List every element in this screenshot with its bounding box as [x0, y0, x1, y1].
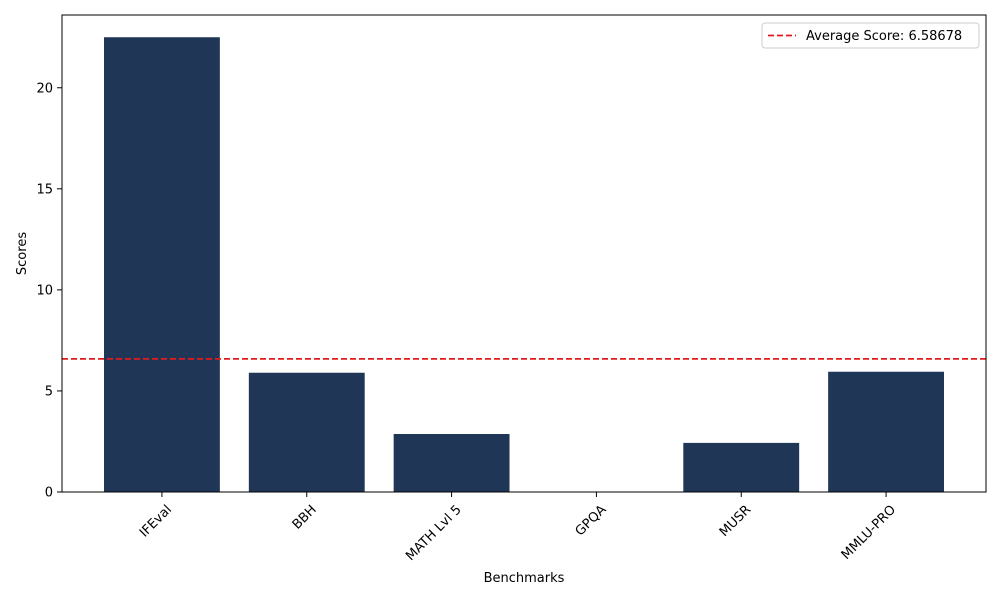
y-tick-label: 5	[45, 384, 53, 399]
x-tick-label: IFEval	[137, 502, 175, 540]
bar-bbh	[248, 372, 365, 492]
x-tick-label: MMLU-PRO	[839, 502, 899, 562]
y-axis-title: Scores	[15, 232, 30, 275]
legend-label: Average Score: 6.58678	[806, 29, 962, 44]
bar-math-lvl-5	[393, 433, 510, 492]
x-tick-label: GPQA	[573, 502, 610, 539]
y-tick-label: 0	[45, 486, 53, 501]
x-tick-label: MUSR	[717, 502, 754, 539]
y-tick-label: 15	[36, 182, 53, 197]
bar-musr	[683, 442, 800, 492]
x-tick-label: MATH Lvl 5	[403, 502, 464, 563]
bar-mmlu-pro	[828, 371, 944, 492]
legend: Average Score: 6.58678	[761, 22, 980, 49]
y-axis: 0 5 10 15 20	[36, 81, 62, 501]
bar-ifeval	[104, 37, 220, 492]
x-axis: IFEval BBH MATH Lvl 5 GPQA MUSR MMLU-PRO	[137, 492, 899, 564]
y-tick-label: 20	[36, 81, 53, 96]
plot-frame	[61, 14, 987, 493]
legend-box	[761, 22, 980, 49]
x-axis-title: Benchmarks	[484, 571, 565, 586]
bars-group	[104, 37, 944, 492]
x-tick-label: BBH	[290, 502, 320, 532]
y-tick-label: 10	[36, 283, 53, 298]
